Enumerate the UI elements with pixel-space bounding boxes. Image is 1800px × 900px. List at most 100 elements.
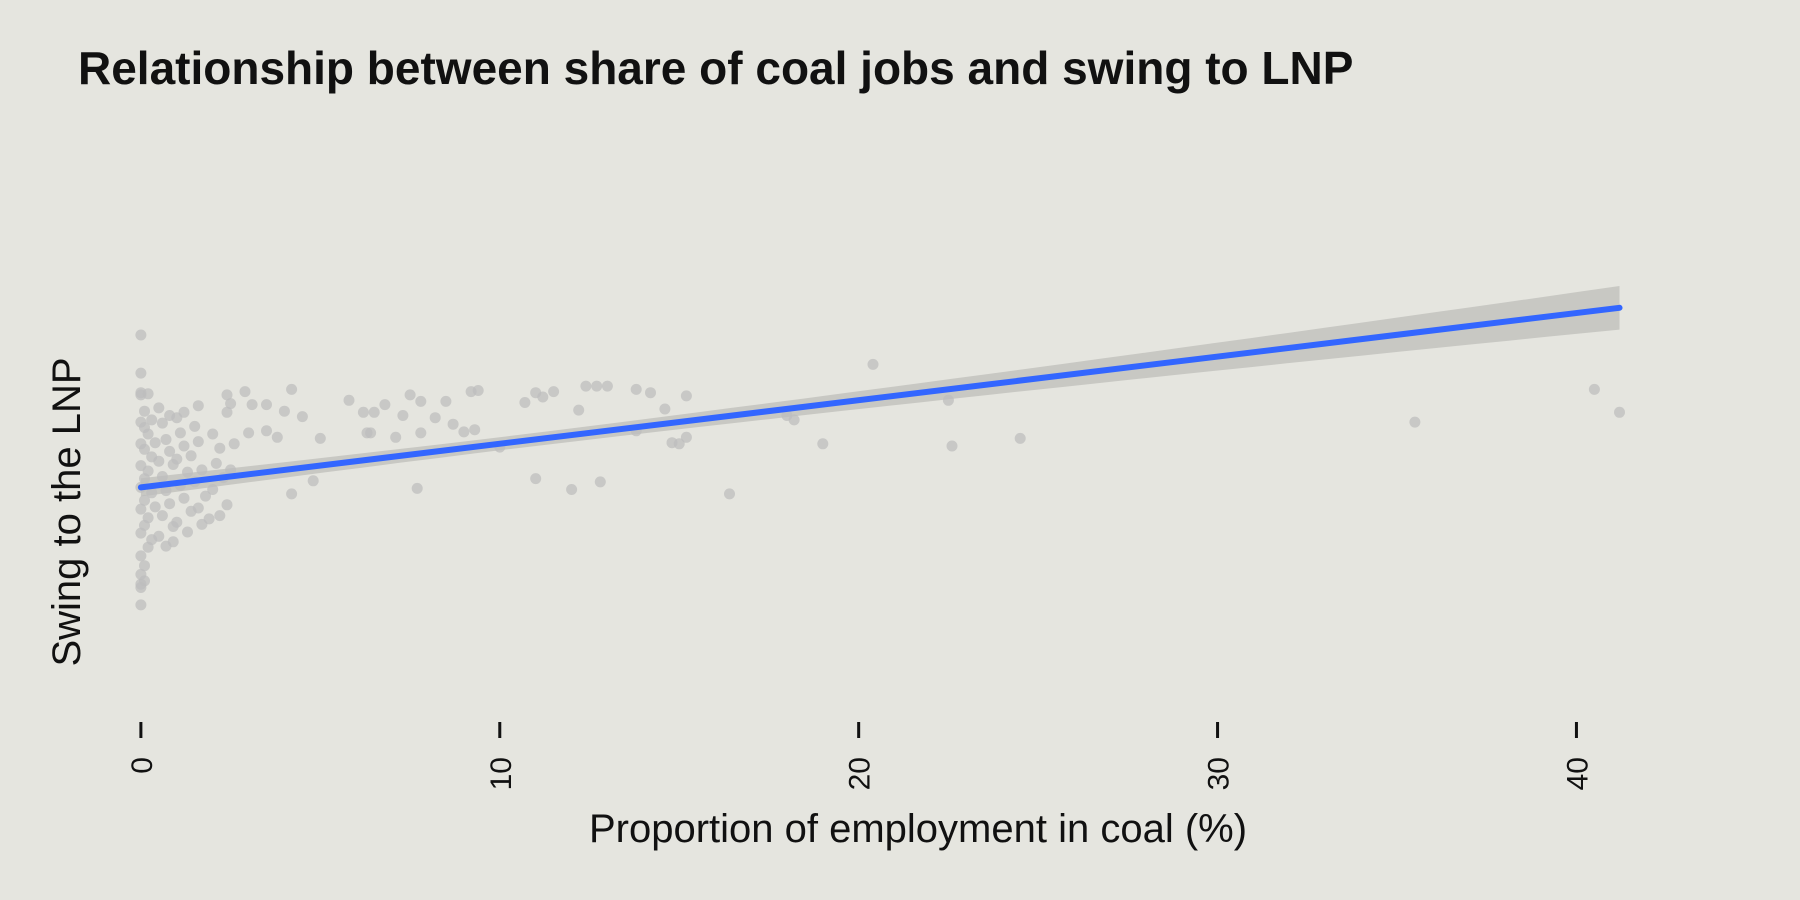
data-point: [307, 475, 319, 487]
data-point: [160, 485, 172, 497]
data-point: [343, 394, 355, 406]
data-point: [135, 329, 147, 341]
data-point: [210, 457, 222, 469]
data-point: [397, 410, 409, 421]
data-point: [530, 473, 542, 485]
x-tick-label: 20: [844, 757, 877, 790]
x-axis-ticks: 0 10 20 30 40: [126, 722, 1594, 790]
data-point: [221, 499, 233, 511]
data-point: [645, 387, 656, 399]
data-point: [566, 484, 578, 495]
data-point: [429, 412, 441, 424]
confidence-band: [140, 286, 1620, 497]
x-tick-label: 0: [126, 757, 159, 774]
data-point: [153, 402, 165, 414]
data-point: [440, 395, 452, 407]
data-point: [239, 386, 251, 398]
data-point: [156, 417, 168, 429]
data-point: [139, 560, 150, 572]
data-point: [164, 410, 176, 421]
data-point: [469, 424, 481, 436]
data-point: [788, 414, 800, 426]
data-point: [573, 404, 585, 416]
data-point: [214, 442, 226, 454]
data-point: [174, 427, 186, 439]
data-point: [314, 432, 326, 444]
data-point: [146, 414, 158, 426]
data-point: [178, 492, 190, 504]
data-point: [225, 398, 237, 410]
data-point: [357, 406, 369, 418]
data-point: [286, 383, 298, 395]
data-point: [160, 434, 172, 445]
x-axis-label: Proportion of employment in coal (%): [589, 807, 1247, 851]
data-point: [673, 438, 685, 450]
trend-line-layer: [137, 304, 1623, 491]
data-point: [630, 383, 642, 395]
data-point: [601, 380, 613, 392]
data-point: [519, 397, 531, 408]
y-axis-label: Swing to the LNP: [45, 357, 89, 666]
scatter-points: [135, 329, 1625, 611]
data-point: [142, 428, 154, 440]
data-point: [228, 438, 240, 450]
data-point: [135, 599, 147, 611]
data-point: [139, 473, 150, 485]
data-point: [192, 502, 204, 514]
data-point: [296, 411, 308, 423]
data-point: [171, 516, 183, 528]
data-point: [390, 431, 402, 443]
data-point: [724, 488, 735, 500]
data-point: [368, 406, 380, 418]
data-point: [261, 425, 272, 437]
data-point: [458, 426, 470, 438]
data-point: [447, 418, 459, 430]
data-point: [591, 380, 603, 392]
data-point: [207, 428, 219, 440]
data-point: [946, 440, 958, 452]
data-point: [135, 503, 147, 515]
data-point: [867, 358, 879, 370]
data-point: [142, 541, 154, 553]
data-point: [594, 476, 606, 488]
data-point: [149, 437, 161, 449]
data-point: [164, 445, 176, 457]
data-point: [361, 427, 373, 439]
data-point: [404, 389, 416, 401]
data-point: [942, 394, 954, 406]
data-point: [182, 466, 193, 478]
data-point: [167, 536, 179, 548]
data-point: [221, 389, 233, 401]
data-point: [156, 471, 168, 482]
data-point: [286, 488, 298, 500]
data-point: [246, 399, 258, 411]
data-point: [659, 403, 671, 415]
data-point: [225, 464, 237, 476]
data-point: [271, 431, 283, 443]
data-point: [135, 367, 147, 379]
data-point: [214, 510, 226, 522]
data-point: [243, 427, 255, 439]
data-point: [415, 395, 427, 407]
data-point: [153, 530, 165, 542]
x-tick-label: 10: [485, 757, 518, 790]
trend-line: [137, 304, 1623, 491]
data-point: [135, 527, 147, 539]
chart-title: Relationship between share of coal jobs …: [78, 42, 1353, 94]
data-point: [1014, 432, 1026, 444]
confidence-band-area: [140, 286, 1620, 497]
data-point: [537, 391, 549, 403]
data-point: [192, 400, 204, 412]
data-point: [156, 510, 168, 522]
data-point: [1409, 416, 1421, 428]
data-point: [580, 380, 592, 392]
data-point: [139, 494, 150, 506]
data-point: [135, 578, 147, 590]
data-point: [196, 518, 208, 530]
data-point: [207, 484, 219, 495]
data-point: [1614, 406, 1625, 418]
data-point: [680, 431, 692, 443]
data-point: [415, 427, 427, 439]
data-point: [139, 405, 150, 417]
